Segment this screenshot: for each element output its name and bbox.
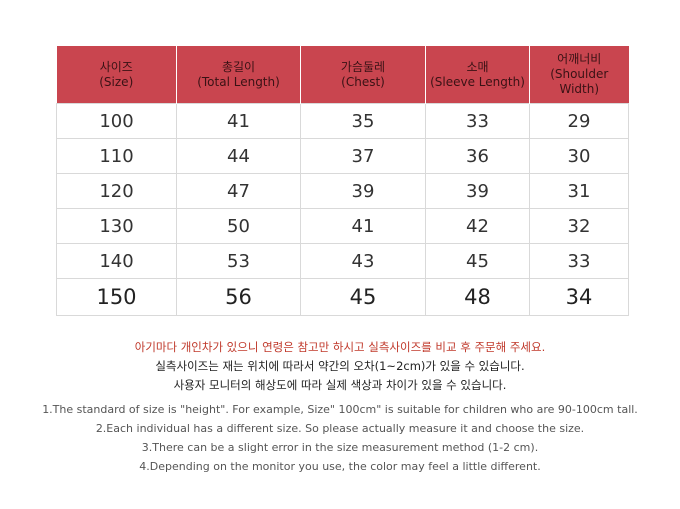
cell-size: 100: [56, 103, 177, 139]
note-line-ko: 실측사이즈는 재는 위치에 따라서 약간의 오차(1~2cm)가 있을 수 있습…: [155, 359, 525, 373]
note-line-ko: 아기마다 개인차가 있으니 연령은 참고만 하시고 실측사이즈를 비교 후 주문…: [134, 340, 546, 354]
english-notes: 1.The standard of size is "height". For …: [0, 400, 680, 476]
cell-sleeve-length: 36: [425, 138, 530, 174]
cell-sleeve-length: 42: [425, 208, 530, 244]
cell-chest: 37: [300, 138, 426, 174]
note-line-ko: 사용자 모니터의 해상도에 따라 실제 색상과 차이가 있을 수 있습니다.: [173, 378, 507, 392]
header-label-ko: 어깨너비: [557, 52, 602, 66]
cell-total-length: 41: [176, 103, 301, 139]
header-chest: 가슴둘레 (Chest): [300, 46, 426, 104]
cell-chest: 41: [300, 208, 426, 244]
table-row: 100 41 35 33 29: [56, 103, 629, 139]
cell-chest: 35: [300, 103, 426, 139]
table-row: 130 50 41 42 32: [56, 208, 629, 244]
header-label-ko: 총길이: [221, 59, 256, 74]
header-label-ko: 소매: [466, 59, 489, 74]
note-line-en: 3.There can be a slight error in the siz…: [141, 441, 539, 454]
cell-sleeve-length: 33: [425, 103, 530, 139]
cell-shoulder-width: 29: [529, 103, 629, 139]
cell-shoulder-width: 32: [529, 208, 629, 244]
table-header-row: 사이즈 (Size) 총길이 (Total Length) 가슴둘레 (Ches…: [56, 46, 629, 104]
note-line-en: 2.Each individual has a different size. …: [95, 422, 585, 435]
header-label-en: (Sleeve Length): [430, 74, 525, 89]
header-label-en: (Size): [99, 74, 134, 89]
cell-total-length: 53: [176, 243, 301, 279]
cell-size: 130: [56, 208, 177, 244]
size-chart-table: 사이즈 (Size) 총길이 (Total Length) 가슴둘레 (Ches…: [56, 46, 629, 316]
cell-size: 150: [56, 278, 177, 316]
header-shoulder-width: 어깨너비 (Shoulder Width): [529, 46, 629, 104]
cell-size: 110: [56, 138, 177, 174]
korean-notes: 아기마다 개인차가 있으니 연령은 참고만 하시고 실측사이즈를 비교 후 주문…: [0, 338, 680, 395]
cell-sleeve-length: 45: [425, 243, 530, 279]
cell-shoulder-width: 33: [529, 243, 629, 279]
table-row: 150 56 45 48 34: [56, 278, 629, 316]
note-line-en: 1.The standard of size is "height". For …: [42, 403, 638, 416]
cell-chest: 39: [300, 173, 426, 209]
table-row: 110 44 37 36 30: [56, 138, 629, 174]
cell-total-length: 56: [176, 278, 301, 316]
cell-chest: 45: [300, 278, 426, 316]
note-line-en: 4.Depending on the monitor you use, the …: [139, 460, 541, 473]
header-label-ko: 사이즈: [99, 59, 133, 74]
table-row: 140 53 43 45 33: [56, 243, 629, 279]
cell-size: 120: [56, 173, 177, 209]
header-sleeve-length: 소매 (Sleeve Length): [425, 46, 530, 104]
cell-shoulder-width: 31: [529, 173, 629, 209]
header-label-en: (Shoulder Width): [550, 67, 609, 96]
header-label-en: (Chest): [341, 74, 385, 89]
cell-total-length: 44: [176, 138, 301, 174]
cell-sleeve-length: 39: [425, 173, 530, 209]
cell-total-length: 50: [176, 208, 301, 244]
cell-sleeve-length: 48: [425, 278, 530, 316]
header-size: 사이즈 (Size): [56, 46, 177, 104]
cell-shoulder-width: 30: [529, 138, 629, 174]
cell-chest: 43: [300, 243, 426, 279]
cell-shoulder-width: 34: [529, 278, 629, 316]
header-label-ko: 가슴둘레: [340, 59, 386, 74]
cell-total-length: 47: [176, 173, 301, 209]
header-label-en: (Total Length): [197, 74, 280, 89]
header-total-length: 총길이 (Total Length): [176, 46, 301, 104]
cell-size: 140: [56, 243, 177, 279]
table-row: 120 47 39 39 31: [56, 173, 629, 209]
